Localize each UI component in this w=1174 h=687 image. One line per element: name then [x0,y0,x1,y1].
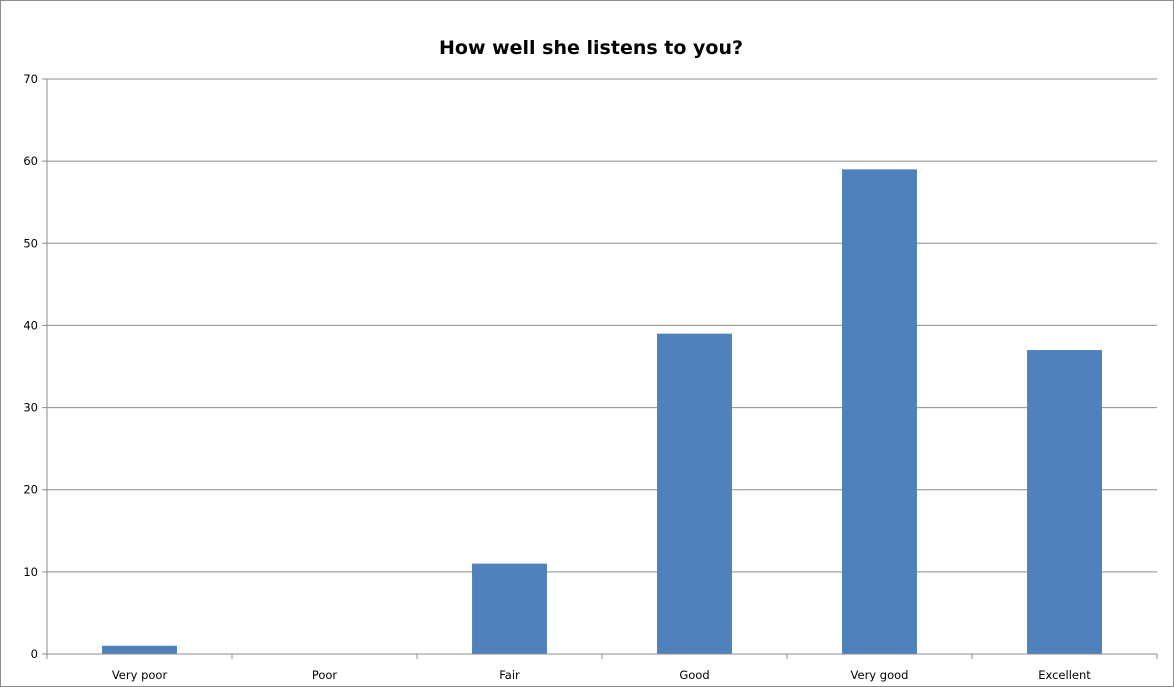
bars [102,169,1102,654]
y-tick-label: 0 [31,647,38,661]
y-tick-label: 10 [23,565,38,579]
x-category-label: Very good [851,668,909,682]
bar-excellent [1027,350,1102,654]
y-tick-label: 40 [23,318,38,332]
bar-fair [472,563,547,654]
x-category-label: Fair [499,668,520,682]
bar-good [657,333,732,654]
chart-title: How well she listens to you? [439,37,743,59]
y-tick-label: 30 [23,401,38,415]
axes [42,79,1158,659]
y-tick-label: 60 [23,154,38,168]
y-tick-labels: 0 10 20 30 40 50 60 70 [23,72,38,661]
gridlines [42,78,1157,573]
x-category-label: Excellent [1038,668,1091,682]
bar-very-good [842,169,917,654]
y-tick-label: 50 [23,236,38,250]
y-tick-label: 20 [23,483,38,497]
y-tick-label: 70 [23,72,38,86]
x-category-label: Good [679,668,709,682]
bar-very-poor [102,645,177,654]
x-category-label: Poor [312,668,338,682]
x-category-label: Very poor [112,668,168,682]
x-category-labels: Very poor Poor Fair Good Very good Excellent [112,668,1091,682]
